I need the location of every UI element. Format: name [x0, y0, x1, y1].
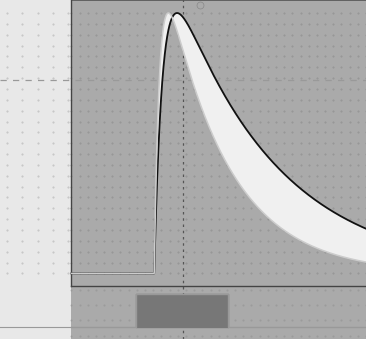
Bar [0, 0, 71, 286]
Bar [0, 286, 71, 339]
Polygon shape [71, 13, 366, 274]
Bar [71, 0, 366, 286]
Bar [71, 286, 366, 339]
